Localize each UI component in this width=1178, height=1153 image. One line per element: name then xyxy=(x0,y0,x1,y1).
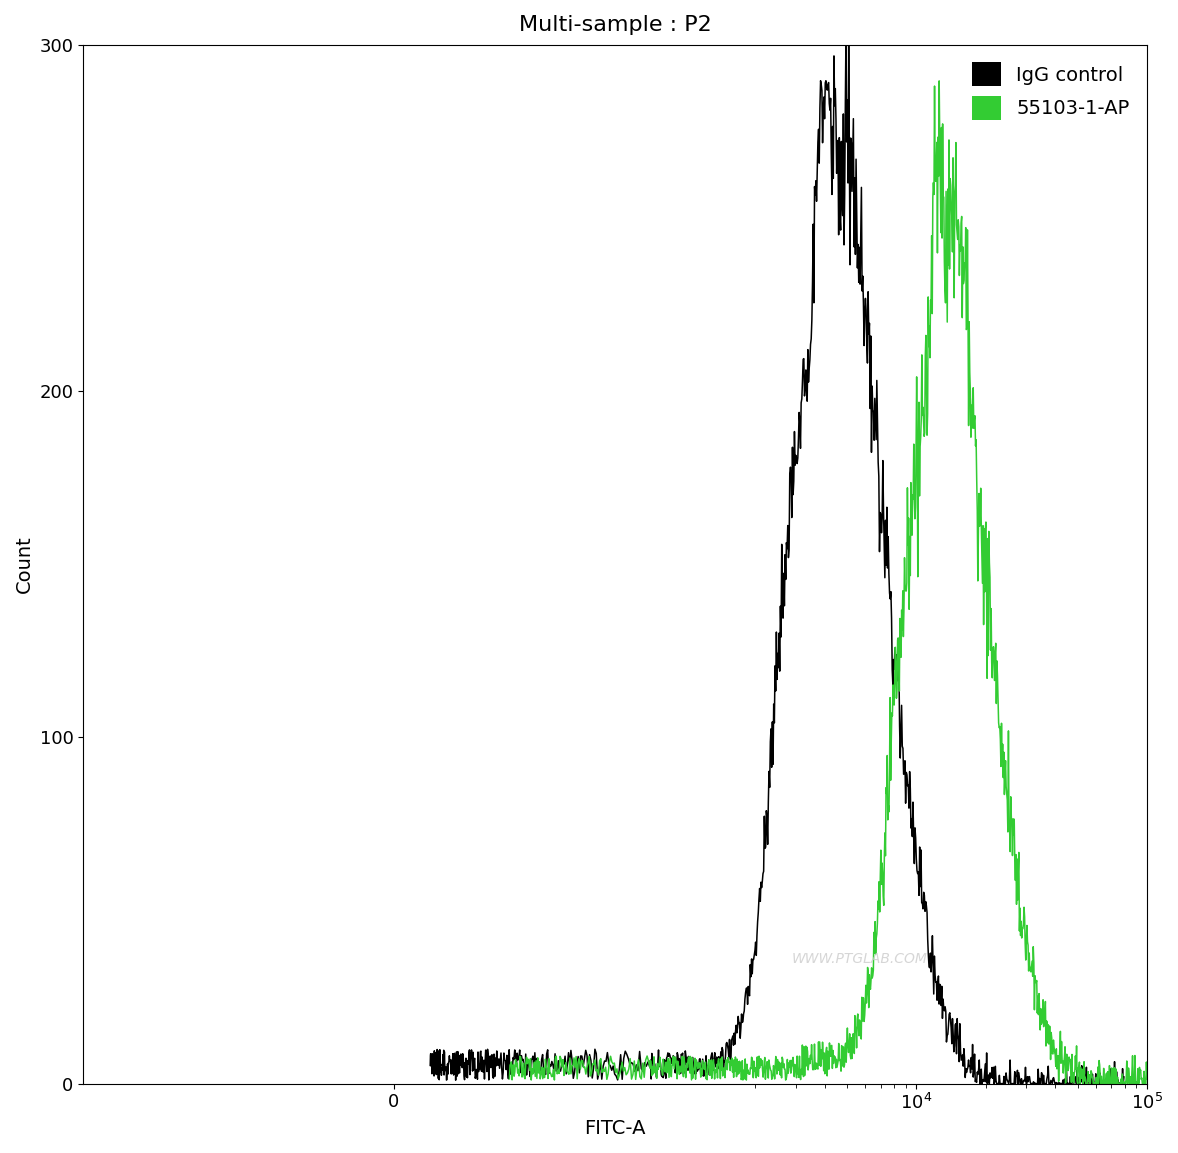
55103-1-AP xyxy=(502,1072,516,1086)
55103-1-AP xyxy=(960,322,974,336)
Y-axis label: Count: Count xyxy=(15,535,34,593)
IgG control xyxy=(908,821,922,835)
IgG control xyxy=(742,989,756,1003)
Line: IgG control: IgG control xyxy=(430,28,1124,1084)
IgG control xyxy=(1117,1070,1131,1084)
IgG control xyxy=(839,21,853,35)
IgG control xyxy=(459,1052,474,1065)
Line: 55103-1-AP: 55103-1-AP xyxy=(509,81,1147,1084)
Title: Multi-sample : P2: Multi-sample : P2 xyxy=(518,15,712,35)
55103-1-AP xyxy=(1013,928,1027,942)
55103-1-AP xyxy=(818,1046,832,1060)
55103-1-AP xyxy=(1071,1077,1085,1091)
55103-1-AP xyxy=(1140,1072,1154,1086)
IgG control xyxy=(423,1058,437,1072)
55103-1-AP xyxy=(1024,965,1038,979)
55103-1-AP xyxy=(932,74,946,88)
Text: WWW.PTGLAB.COM: WWW.PTGLAB.COM xyxy=(792,952,928,966)
55103-1-AP xyxy=(796,1070,810,1084)
IgG control xyxy=(971,1065,985,1079)
IgG control xyxy=(719,1049,733,1063)
Legend: IgG control, 55103-1-AP: IgG control, 55103-1-AP xyxy=(964,54,1137,127)
IgG control xyxy=(973,1077,987,1091)
X-axis label: FITC-A: FITC-A xyxy=(584,1120,646,1138)
55103-1-AP xyxy=(595,1065,609,1079)
IgG control xyxy=(982,1067,997,1080)
